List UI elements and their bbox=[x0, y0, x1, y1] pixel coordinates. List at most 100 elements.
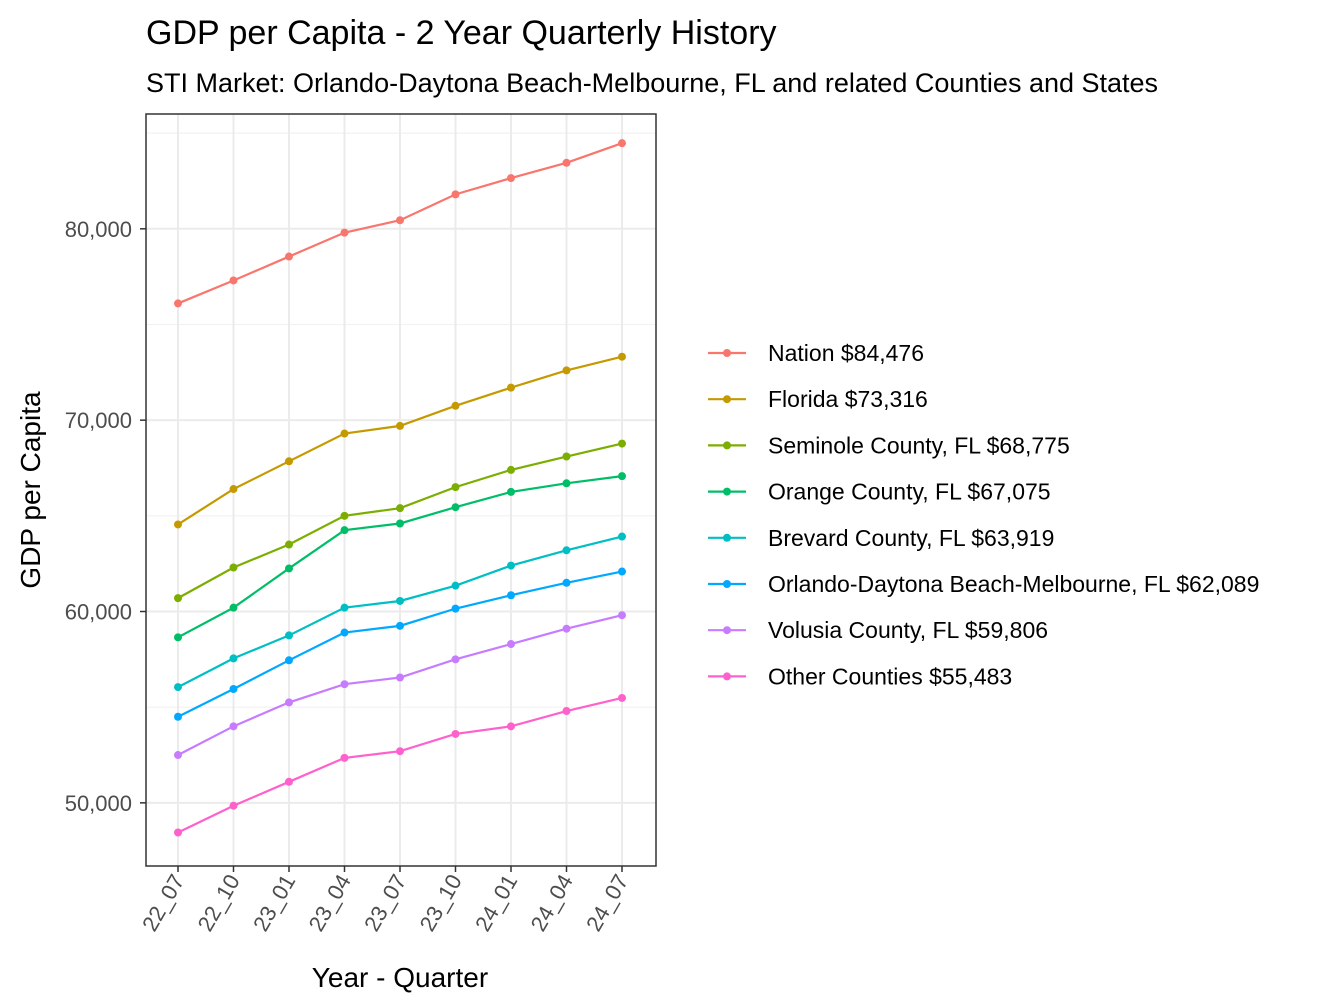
data-point bbox=[174, 633, 182, 642]
data-point bbox=[618, 567, 626, 576]
data-point bbox=[396, 673, 404, 682]
y-tick-label: 60,000 bbox=[65, 600, 132, 625]
data-point bbox=[618, 611, 626, 620]
data-point bbox=[229, 485, 238, 494]
data-point bbox=[229, 801, 238, 810]
legend-label: Nation $84,476 bbox=[768, 340, 924, 366]
data-point bbox=[451, 503, 460, 512]
x-tick-label: 24_01 bbox=[470, 870, 522, 935]
y-axis-title: GDP per Capita bbox=[15, 391, 46, 589]
x-tick-label: 24_04 bbox=[526, 870, 578, 935]
data-point bbox=[174, 299, 182, 308]
data-point bbox=[229, 603, 238, 612]
data-point bbox=[507, 722, 515, 731]
data-point bbox=[340, 228, 349, 237]
x-tick-label: 22_10 bbox=[193, 870, 245, 935]
data-point bbox=[507, 383, 515, 392]
data-point bbox=[618, 352, 626, 361]
x-tick-label: 23_07 bbox=[359, 870, 411, 935]
data-point bbox=[396, 216, 404, 225]
series-lines bbox=[174, 139, 626, 837]
x-axis: 22_07 22_10 23_01 23_04 23_07 23_10 24_01 24_04… bbox=[137, 866, 633, 935]
data-point bbox=[507, 561, 515, 570]
legend-key-point bbox=[723, 672, 731, 681]
data-point bbox=[340, 526, 349, 535]
data-point bbox=[507, 174, 515, 183]
data-point bbox=[562, 366, 571, 375]
data-point bbox=[396, 747, 404, 756]
chart-title: GDP per Capita - 2 Year Quarterly Histor… bbox=[146, 14, 777, 52]
data-point bbox=[507, 465, 515, 474]
data-point bbox=[562, 158, 571, 167]
legend-label: Seminole County, FL $68,775 bbox=[768, 432, 1070, 458]
data-point bbox=[174, 751, 182, 760]
data-point bbox=[396, 596, 404, 605]
data-point bbox=[174, 683, 182, 692]
y-tick-label: 80,000 bbox=[65, 217, 132, 242]
data-point bbox=[340, 628, 349, 637]
data-point bbox=[507, 487, 515, 496]
data-point bbox=[285, 777, 293, 786]
panel-border bbox=[145, 113, 657, 867]
data-point bbox=[229, 276, 238, 285]
data-point bbox=[174, 520, 182, 529]
data-point bbox=[174, 594, 182, 603]
data-point bbox=[618, 693, 626, 702]
legend-label: Orange County, FL $67,075 bbox=[768, 479, 1051, 505]
data-point bbox=[174, 828, 182, 837]
data-point bbox=[340, 511, 349, 520]
data-point bbox=[340, 680, 349, 689]
legend-key-point bbox=[723, 487, 731, 496]
data-point bbox=[285, 656, 293, 665]
y-tick-label: 50,000 bbox=[65, 791, 132, 816]
data-point bbox=[285, 540, 293, 549]
data-point bbox=[507, 591, 515, 600]
data-point bbox=[285, 564, 293, 573]
data-point bbox=[451, 190, 460, 199]
legend-key-point bbox=[723, 533, 731, 542]
data-point bbox=[451, 655, 460, 664]
x-axis-title: Year - Quarter bbox=[312, 962, 488, 993]
data-point bbox=[618, 532, 626, 541]
x-tick-label: 22_07 bbox=[137, 870, 189, 935]
y-axis: 50,000 60,000 70,000 80,000 bbox=[65, 217, 146, 816]
data-point bbox=[451, 401, 460, 410]
data-point bbox=[451, 729, 460, 738]
data-point bbox=[451, 483, 460, 492]
data-point bbox=[562, 479, 571, 488]
data-point bbox=[285, 698, 293, 707]
data-point bbox=[229, 563, 238, 572]
data-point bbox=[451, 581, 460, 590]
chart-subtitle: STI Market: Orlando-Daytona Beach-Melbou… bbox=[146, 68, 1158, 98]
data-point bbox=[229, 722, 238, 731]
data-point bbox=[396, 504, 404, 513]
data-point bbox=[285, 252, 293, 261]
data-point bbox=[562, 624, 571, 633]
data-point bbox=[396, 421, 404, 430]
data-point bbox=[174, 712, 182, 721]
x-tick-label: 23_10 bbox=[415, 870, 467, 935]
legend-label: Orlando-Daytona Beach-Melbourne, FL $62,… bbox=[768, 571, 1259, 597]
legend-key-point bbox=[723, 349, 731, 357]
legend-key-point bbox=[723, 441, 731, 450]
data-point bbox=[285, 457, 293, 466]
legend-key-point bbox=[723, 580, 731, 588]
x-tick-label: 23_01 bbox=[248, 870, 300, 935]
data-point bbox=[285, 631, 293, 640]
data-point bbox=[340, 753, 349, 762]
data-point bbox=[396, 621, 404, 630]
legend-label: Brevard County, FL $63,919 bbox=[768, 525, 1054, 551]
legend-key-point bbox=[723, 395, 731, 404]
data-point bbox=[562, 707, 571, 716]
x-tick-label: 24_07 bbox=[581, 870, 633, 935]
data-point bbox=[396, 519, 404, 528]
legend-key-point bbox=[723, 626, 731, 635]
data-point bbox=[451, 604, 460, 613]
data-point bbox=[340, 603, 349, 612]
data-point bbox=[229, 685, 238, 694]
data-point bbox=[618, 472, 626, 481]
legend-label: Volusia County, FL $59,806 bbox=[768, 617, 1048, 643]
data-point bbox=[562, 578, 571, 587]
legend-label: Other Counties $55,483 bbox=[768, 663, 1012, 689]
